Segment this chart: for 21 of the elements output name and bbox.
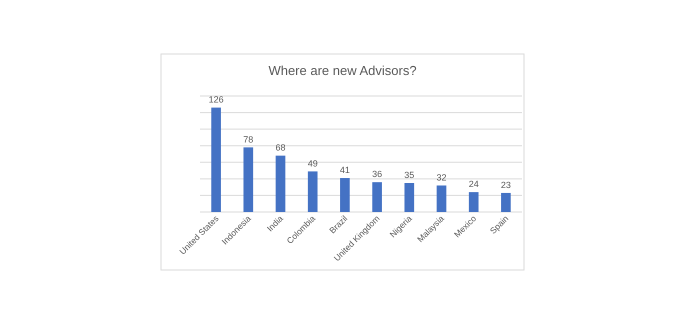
bar [372, 182, 382, 212]
bar [436, 185, 446, 212]
data-label: 68 [275, 142, 286, 153]
bar [276, 156, 286, 212]
data-label: 41 [340, 165, 350, 176]
data-label: 24 [468, 179, 479, 190]
bar [404, 183, 414, 212]
bar [468, 192, 479, 212]
bar [340, 178, 350, 212]
data-label: 32 [436, 172, 447, 182]
data-label: 35 [404, 170, 414, 180]
data-label: 36 [372, 169, 382, 180]
data-label: 126 [208, 94, 224, 105]
data-label: 78 [243, 134, 254, 144]
data-label: 49 [308, 158, 318, 168]
bar [501, 192, 511, 212]
chart-title: Where are new Advisors? [268, 63, 417, 78]
data-label: 23 [500, 180, 511, 190]
bar [211, 108, 221, 212]
bar [308, 171, 318, 212]
bar [243, 147, 254, 212]
